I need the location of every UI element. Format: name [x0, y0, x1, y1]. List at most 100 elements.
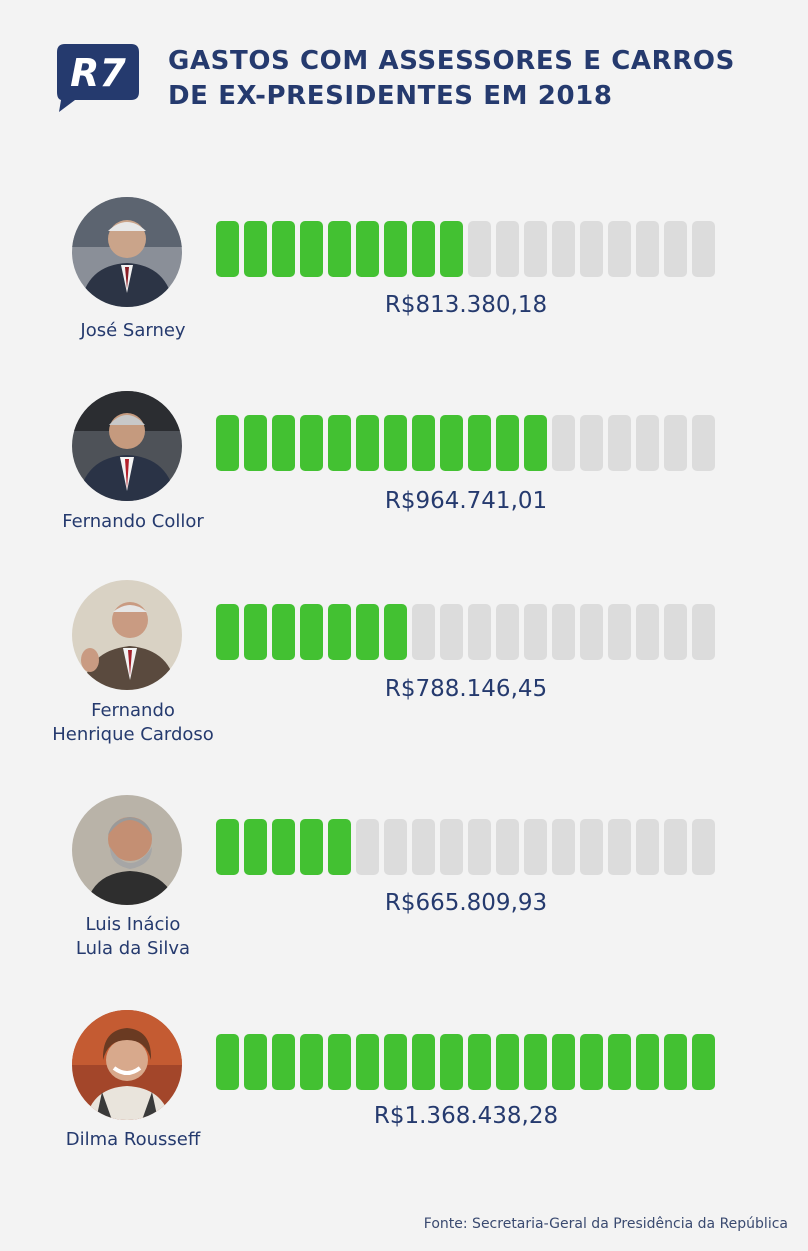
- bar-segment-filled: [440, 415, 463, 471]
- bar-segment-empty: [580, 604, 603, 660]
- bar-segment-filled: [440, 221, 463, 277]
- spending-bar: [216, 604, 716, 660]
- bar-segment-empty: [552, 221, 575, 277]
- logo-text: R7: [70, 51, 126, 95]
- bar-segment-filled: [356, 1034, 379, 1090]
- bar-segment-filled: [440, 1034, 463, 1090]
- bar-segment-empty: [692, 819, 715, 875]
- bar-segment-filled: [524, 1034, 547, 1090]
- bar-segment-filled: [300, 819, 323, 875]
- bar-segment-empty: [496, 604, 519, 660]
- bar-segment-filled: [216, 1034, 239, 1090]
- bar-segment-filled: [664, 1034, 687, 1090]
- bar-segment-filled: [328, 819, 351, 875]
- bar-segment-empty: [412, 604, 435, 660]
- name-line: José Sarney: [80, 320, 186, 341]
- portrait-photo: [72, 1010, 182, 1120]
- bar-segment-empty: [692, 415, 715, 471]
- bar-segment-filled: [356, 604, 379, 660]
- bar-segment-empty: [580, 221, 603, 277]
- bar-segment-filled: [328, 604, 351, 660]
- name-line: Lula da Silva: [75, 938, 191, 959]
- bar-segment-empty: [664, 819, 687, 875]
- bar-segment-filled: [692, 1034, 715, 1090]
- bar-segment-filled: [384, 604, 407, 660]
- bar-segment-empty: [524, 604, 547, 660]
- bar-segment-filled: [384, 415, 407, 471]
- bar-segment-filled: [328, 1034, 351, 1090]
- bar-segment-filled: [412, 221, 435, 277]
- spending-bar: [216, 819, 716, 875]
- name-line: Luis Inácio: [85, 914, 181, 935]
- bar-segment-filled: [300, 1034, 323, 1090]
- name-line: Dilma Rousseff: [65, 1129, 201, 1150]
- bar-segment-empty: [580, 415, 603, 471]
- bar-segment-empty: [356, 819, 379, 875]
- bar-segment-filled: [524, 415, 547, 471]
- bar-segment-filled: [356, 221, 379, 277]
- bar-segment-empty: [664, 604, 687, 660]
- bar-segment-empty: [524, 819, 547, 875]
- bar-segment-empty: [440, 604, 463, 660]
- bar-segment-filled: [328, 221, 351, 277]
- bar-segment-filled: [552, 1034, 575, 1090]
- bar-segment-empty: [496, 819, 519, 875]
- r7-logo: R7: [57, 44, 139, 112]
- bar-segment-empty: [496, 221, 519, 277]
- bar-segment-filled: [412, 1034, 435, 1090]
- bar-segment-empty: [552, 604, 575, 660]
- bar-segment-filled: [272, 415, 295, 471]
- bar-segment-empty: [468, 819, 491, 875]
- value-label: R$964.741,01: [384, 488, 548, 514]
- name-line: Fernando: [91, 700, 175, 721]
- bar-segment-empty: [412, 819, 435, 875]
- bar-segment-filled: [216, 604, 239, 660]
- bar-segment-filled: [244, 415, 267, 471]
- bar-segment-filled: [300, 415, 323, 471]
- bar-segment-empty: [468, 221, 491, 277]
- bar-segment-filled: [496, 415, 519, 471]
- bar-segment-filled: [216, 819, 239, 875]
- president-name: Fernando Henrique Cardoso: [40, 699, 226, 747]
- name-line: Fernando Collor: [62, 511, 204, 532]
- bar-segment-filled: [328, 415, 351, 471]
- value-label: R$813.380,18: [384, 292, 548, 318]
- bar-segment-filled: [496, 1034, 519, 1090]
- bar-segment-filled: [272, 1034, 295, 1090]
- bar-segment-filled: [580, 1034, 603, 1090]
- bar-segment-empty: [608, 221, 631, 277]
- bar-segment-empty: [692, 604, 715, 660]
- president-name: Dilma Rousseff: [40, 1128, 226, 1152]
- bar-segment-filled: [244, 819, 267, 875]
- bar-segment-filled: [468, 1034, 491, 1090]
- president-name: José Sarney: [40, 319, 226, 343]
- bar-segment-empty: [440, 819, 463, 875]
- bar-segment-empty: [636, 221, 659, 277]
- spending-bar: [216, 1034, 716, 1090]
- bar-segment-empty: [636, 819, 659, 875]
- bar-segment-filled: [244, 1034, 267, 1090]
- value-label: R$665.809,93: [384, 890, 548, 916]
- bar-segment-filled: [356, 415, 379, 471]
- bar-segment-empty: [468, 604, 491, 660]
- bar-segment-empty: [664, 221, 687, 277]
- bar-segment-empty: [608, 819, 631, 875]
- portrait-photo: [72, 391, 182, 501]
- spending-bar: [216, 415, 716, 471]
- name-line: Henrique Cardoso: [52, 724, 214, 745]
- bar-segment-filled: [608, 1034, 631, 1090]
- title-line-1: GASTOS COM ASSESSORES E CARROS: [168, 46, 735, 76]
- bar-segment-empty: [524, 221, 547, 277]
- bar-segment-filled: [244, 221, 267, 277]
- bar-segment-filled: [216, 221, 239, 277]
- bar-segment-empty: [636, 604, 659, 660]
- chart-title: GASTOS COM ASSESSORES E CARROS DE EX-PRE…: [168, 44, 735, 114]
- bar-segment-filled: [636, 1034, 659, 1090]
- bar-segment-filled: [244, 604, 267, 660]
- bar-segment-empty: [636, 415, 659, 471]
- bar-segment-empty: [384, 819, 407, 875]
- spending-bar: [216, 221, 716, 277]
- bar-segment-filled: [272, 819, 295, 875]
- bar-segment-filled: [300, 221, 323, 277]
- bar-segment-filled: [384, 221, 407, 277]
